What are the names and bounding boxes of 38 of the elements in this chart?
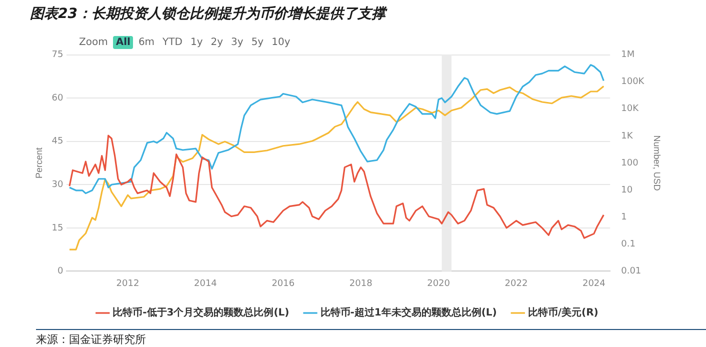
legend-label: 比特币/美元(R)	[528, 306, 598, 319]
y2-tick-label: 100	[621, 158, 639, 168]
y-tick-label: 0	[58, 266, 64, 277]
y2-tick-label: 0.1	[621, 239, 636, 250]
text: 1y	[189, 36, 204, 49]
y2-tick-label: 1	[621, 212, 627, 222]
source-note: 来源：国金证券研究所	[36, 329, 706, 347]
text: 2y	[210, 36, 224, 49]
x-tick-label: 2020	[427, 278, 450, 289]
legend-label: 比特币-低于3个月交易的颗数总比例(L)	[112, 306, 290, 319]
y-tick-label: 60	[52, 93, 64, 104]
y-tick-label: 15	[52, 223, 64, 234]
text: 5y	[250, 36, 265, 49]
y-tick-label: 30	[52, 180, 64, 190]
y2-tick-label: 1M	[621, 50, 635, 60]
y-tick-label: 75	[52, 50, 64, 60]
y2-tick-label: 100K	[621, 77, 646, 88]
x-tick-label: 2016	[272, 278, 295, 289]
x-tick-label: 2014	[194, 278, 218, 289]
text: 10y	[270, 36, 292, 49]
y2-tick-label: 10	[621, 185, 633, 196]
text: Zoom	[78, 36, 109, 49]
text: YTD	[162, 36, 184, 49]
y2-tick-label: 10K	[621, 104, 640, 114]
text: 3y	[230, 36, 244, 49]
y-axis-title: Percent	[34, 147, 44, 179]
text: 6m	[137, 36, 156, 49]
y2-tick-label: 1K	[621, 131, 634, 142]
text: All	[112, 36, 134, 49]
x-tick-label: 2022	[504, 278, 528, 289]
x-tick-label: 2024	[582, 278, 606, 289]
x-tick-label: 2018	[349, 278, 373, 289]
x-tick-label: 2012	[116, 278, 140, 289]
legend-label: 比特币-超过1年未交易的颗数总比例(L)	[320, 306, 497, 319]
y2-tick-label: 0.01	[621, 266, 642, 277]
y2-axis-title: Number, USD	[652, 135, 662, 192]
chart-title: 图表23：长期投资人锁仓比例提升为币价增长提供了支撑	[30, 5, 388, 22]
y-tick-label: 45	[52, 136, 64, 147]
